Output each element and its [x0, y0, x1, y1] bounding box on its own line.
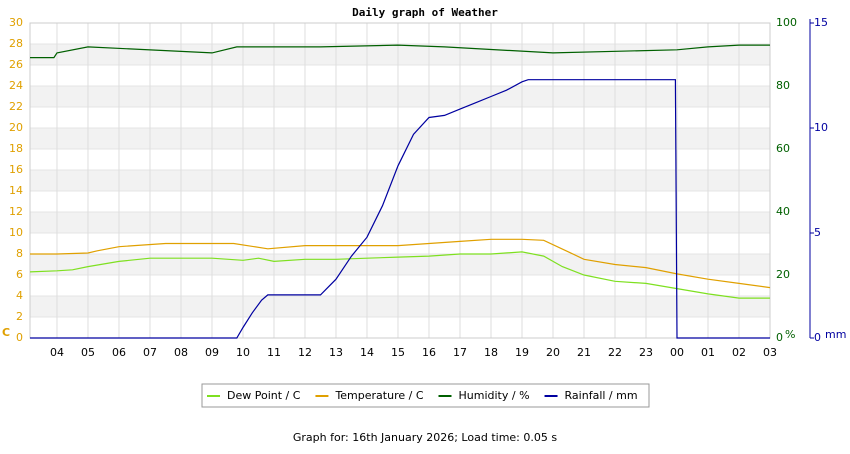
y2-tick-label: 80: [776, 79, 790, 92]
legend-label: Rainfall / mm: [565, 389, 638, 402]
y-tick-label: 4: [16, 289, 23, 302]
grid-band: [30, 44, 770, 65]
grid-band: [30, 107, 770, 128]
y-axis-label: C: [2, 326, 10, 339]
x-tick-label: 00: [670, 346, 684, 359]
y-tick-label: 26: [9, 58, 23, 71]
x-tick-label: 09: [205, 346, 219, 359]
y3-tick-label: 15: [814, 16, 828, 29]
y3-axis-label: mm: [825, 328, 846, 341]
grid-band: [30, 275, 770, 296]
x-tick-label: 16: [422, 346, 436, 359]
x-tick-label: 03: [763, 346, 777, 359]
x-tick-label: 04: [50, 346, 64, 359]
y-tick-label: 30: [9, 16, 23, 29]
y-tick-label: 24: [9, 79, 23, 92]
y-tick-label: 22: [9, 100, 23, 113]
y-tick-label: 16: [9, 163, 23, 176]
y-tick-label: 10: [9, 226, 23, 239]
x-tick-label: 22: [608, 346, 622, 359]
x-tick-label: 08: [174, 346, 188, 359]
x-tick-label: 14: [360, 346, 374, 359]
y-tick-label: 2: [16, 310, 23, 323]
grid-band: [30, 170, 770, 191]
y2-tick-label: 0: [776, 331, 783, 344]
legend-label: Temperature / C: [334, 389, 423, 402]
grid-band: [30, 149, 770, 170]
y-tick-label: 0: [16, 331, 23, 344]
x-tick-label: 02: [732, 346, 746, 359]
x-tick-label: 01: [701, 346, 715, 359]
x-tick-label: 13: [329, 346, 343, 359]
x-tick-label: 06: [112, 346, 126, 359]
grid-band: [30, 191, 770, 212]
y-tick-label: 20: [9, 121, 23, 134]
y-tick-label: 28: [9, 37, 23, 50]
grid-band: [30, 212, 770, 233]
y2-axis-label: %: [785, 328, 795, 341]
y-tick-label: 8: [16, 247, 23, 260]
y2-tick-label: 40: [776, 205, 790, 218]
grid-band: [30, 23, 770, 44]
series-line: [30, 238, 771, 289]
y-tick-label: 18: [9, 142, 23, 155]
x-tick-label: 17: [453, 346, 467, 359]
plot-border: [29, 22, 771, 339]
grid-band: [30, 233, 770, 254]
grid-band: [30, 86, 770, 107]
y-tick-label: 6: [16, 268, 23, 281]
legend-label: Dew Point / C: [227, 389, 301, 402]
y-tick-label: 14: [9, 184, 23, 197]
chart-title: Daily graph of Weather: [352, 6, 498, 19]
grid-band: [30, 65, 770, 86]
y2-tick-label: 60: [776, 142, 790, 155]
x-tick-label: 23: [639, 346, 653, 359]
footer: Graph for: 16th January 2026; Load time:…: [293, 431, 557, 444]
x-tick-label: 19: [515, 346, 529, 359]
y3-tick-label: 10: [814, 121, 828, 134]
x-tick-label: 11: [267, 346, 281, 359]
series-line: [30, 79, 770, 339]
y3-tick-label: 5: [814, 226, 821, 239]
legend-label: Humidity / %: [459, 389, 530, 402]
grid-band: [30, 128, 770, 149]
y-tick-label: 12: [9, 205, 23, 218]
grid-band: [30, 296, 770, 317]
x-tick-label: 21: [577, 346, 591, 359]
x-tick-label: 12: [298, 346, 312, 359]
series-line: [30, 44, 770, 59]
x-tick-label: 10: [236, 346, 250, 359]
y3-tick-label: 0: [814, 331, 821, 344]
x-tick-label: 15: [391, 346, 405, 359]
grid-band: [30, 317, 770, 338]
y2-tick-label: 20: [776, 268, 790, 281]
x-tick-label: 18: [484, 346, 498, 359]
y2-tick-label: 100: [776, 16, 797, 29]
x-tick-label: 05: [81, 346, 95, 359]
x-tick-label: 20: [546, 346, 560, 359]
x-tick-label: 07: [143, 346, 157, 359]
series-line: [29, 251, 770, 299]
legend-box: [201, 383, 650, 408]
